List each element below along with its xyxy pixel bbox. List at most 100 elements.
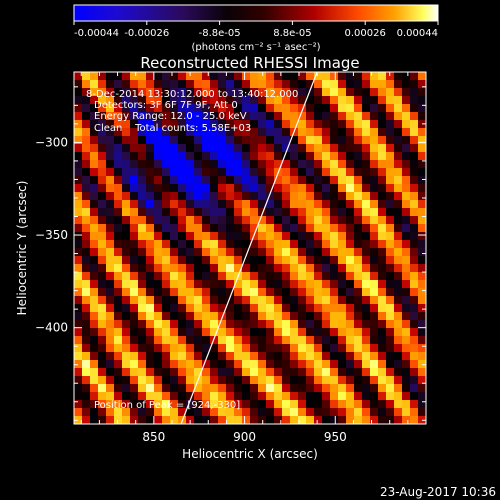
heatmap-cell <box>210 120 219 129</box>
heatmap-cell <box>266 168 275 177</box>
heatmap-cell <box>194 152 203 161</box>
heatmap-cell <box>394 408 403 417</box>
heatmap-cell <box>346 216 355 225</box>
heatmap-cell <box>234 288 243 297</box>
heatmap-cell <box>362 232 371 241</box>
heatmap-cell <box>162 368 171 377</box>
heatmap-cell <box>370 248 379 257</box>
heatmap-cell <box>154 80 163 89</box>
heatmap-cell <box>138 328 147 337</box>
heatmap-cell <box>146 264 155 273</box>
heatmap-cell <box>194 312 203 321</box>
heatmap-cell <box>242 336 251 345</box>
heatmap-cell <box>74 352 83 361</box>
heatmap-cell <box>122 112 131 121</box>
heatmap-cell <box>146 96 155 105</box>
heatmap-cell <box>98 88 107 97</box>
heatmap-cell <box>314 184 323 193</box>
heatmap-cell <box>138 288 147 297</box>
heatmap-cell <box>82 248 91 257</box>
heatmap-cell <box>114 392 123 401</box>
heatmap-cell <box>130 160 139 169</box>
heatmap-cell <box>378 416 387 424</box>
heatmap-cell <box>194 248 203 257</box>
heatmap-cell <box>410 128 419 137</box>
heatmap-cell <box>122 320 131 329</box>
heatmap-cell <box>114 248 123 257</box>
heatmap-cell <box>130 192 139 201</box>
heatmap-cell <box>250 136 259 145</box>
heatmap-cell <box>146 136 155 145</box>
heatmap-cell <box>314 208 323 217</box>
heatmap-cell <box>370 360 379 369</box>
heatmap-cell <box>402 120 411 129</box>
heatmap-cell <box>322 272 331 281</box>
heatmap-cell <box>74 144 83 153</box>
heatmap-cell <box>202 288 211 297</box>
heatmap-cell <box>290 288 299 297</box>
heatmap-cell <box>130 336 139 345</box>
heatmap-cell <box>90 144 99 153</box>
heatmap-cell <box>242 104 251 113</box>
heatmap-cell <box>82 328 91 337</box>
heatmap-cell <box>82 208 91 217</box>
heatmap-cell <box>370 376 379 385</box>
heatmap-cell <box>146 112 155 121</box>
heatmap-cell <box>306 184 315 193</box>
heatmap-cell <box>330 152 339 161</box>
heatmap-cell <box>186 384 195 393</box>
heatmap-cell <box>194 296 203 305</box>
heatmap-cell <box>162 272 171 281</box>
heatmap-cell <box>138 368 147 377</box>
heatmap-cell <box>418 80 426 89</box>
heatmap-cell <box>154 272 163 281</box>
heatmap-cell <box>258 376 267 385</box>
heatmap-cell <box>178 304 187 313</box>
heatmap-cell <box>146 144 155 153</box>
heatmap-cell <box>162 184 171 193</box>
heatmap-cell <box>362 248 371 257</box>
heatmap-cell <box>410 136 419 145</box>
heatmap-cell <box>282 192 291 201</box>
heatmap-cell <box>298 144 307 153</box>
heatmap-cell <box>74 384 83 393</box>
heatmap-cell <box>274 208 283 217</box>
heatmap-cell <box>202 88 211 97</box>
heatmap-cell <box>106 232 115 241</box>
heatmap-cell <box>130 288 139 297</box>
heatmap-cell <box>194 72 203 81</box>
heatmap-cell <box>210 80 219 89</box>
heatmap-cell <box>298 256 307 265</box>
heatmap-cell <box>186 280 195 289</box>
heatmap-cell <box>242 200 251 209</box>
heatmap-cell <box>162 200 171 209</box>
heatmap-cell <box>178 272 187 281</box>
heatmap-cell <box>162 344 171 353</box>
heatmap-cell <box>314 176 323 185</box>
heatmap-cell <box>162 264 171 273</box>
heatmap-cell <box>210 160 219 169</box>
heatmap-cell <box>370 368 379 377</box>
heatmap-cell <box>178 352 187 361</box>
heatmap-cell <box>410 368 419 377</box>
heatmap-cell <box>306 256 315 265</box>
heatmap-cell <box>346 352 355 361</box>
heatmap-cell <box>74 344 83 353</box>
heatmap-cell <box>210 128 219 137</box>
heatmap-cell <box>82 112 91 121</box>
heatmap-cell <box>322 200 331 209</box>
heatmap-cell <box>266 96 275 105</box>
heatmap-cell <box>354 208 363 217</box>
heatmap-cell <box>106 280 115 289</box>
heatmap-cell <box>234 200 243 209</box>
heatmap-cell <box>306 200 315 209</box>
heatmap-cell <box>234 376 243 385</box>
heatmap-cell <box>162 376 171 385</box>
heatmap-cell <box>114 368 123 377</box>
heatmap-cell <box>370 336 379 345</box>
heatmap-cell <box>362 176 371 185</box>
heatmap-cell <box>74 400 83 409</box>
heatmap-cell <box>146 200 155 209</box>
heatmap-cell <box>330 96 339 105</box>
heatmap-cell <box>306 88 315 97</box>
